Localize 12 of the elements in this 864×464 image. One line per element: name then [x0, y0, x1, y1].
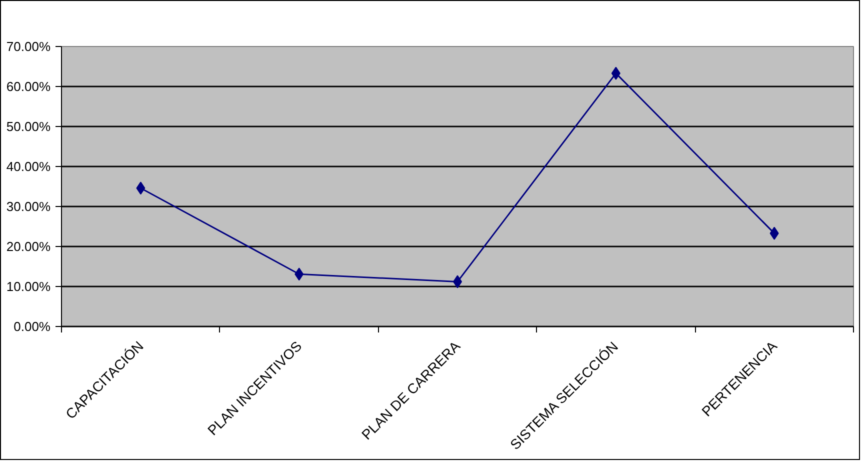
y-tick-label: 20.00% — [6, 239, 51, 254]
y-tick-label: 60.00% — [6, 79, 51, 94]
point — [611, 66, 620, 80]
point — [136, 182, 146, 195]
y-tick-label: 40.00% — [6, 159, 51, 174]
y-tick-label: 0.00% — [14, 319, 51, 334]
point — [294, 268, 304, 281]
y-tick-label: 30.00% — [6, 199, 51, 214]
y-tick-label: 50.00% — [6, 119, 51, 134]
point — [770, 226, 779, 240]
y-tick-label: 70.00% — [6, 39, 51, 54]
y-tick-label: 10.00% — [6, 279, 51, 294]
